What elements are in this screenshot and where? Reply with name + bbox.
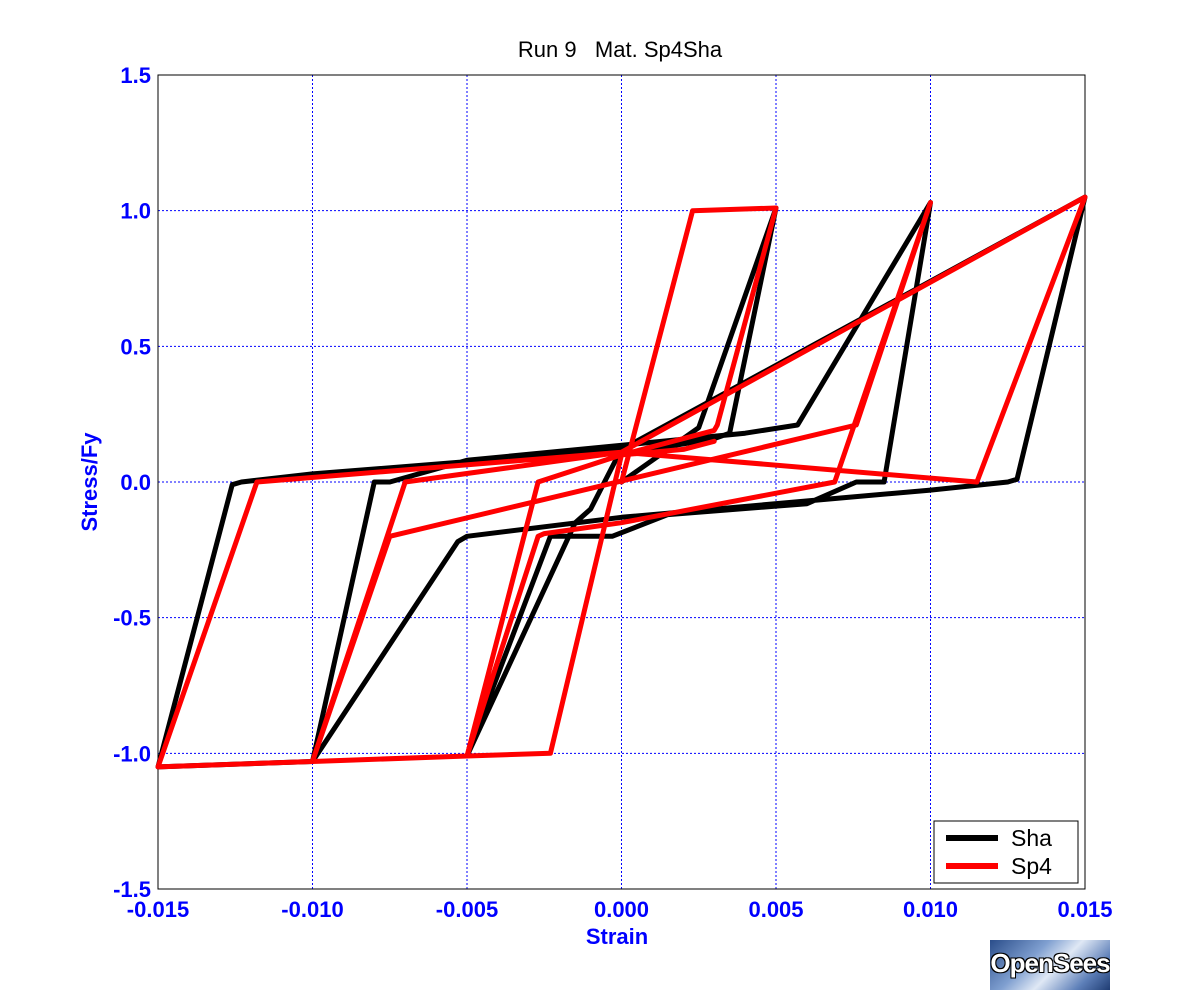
x-tick-label: -0.010 [281, 897, 343, 922]
y-tick-label: 1.5 [120, 63, 151, 88]
y-tick-label: 1.0 [120, 199, 151, 224]
chart-title: Run 9 Mat. Sp4Sha [518, 37, 723, 62]
y-tick-label: 0.5 [120, 334, 151, 359]
x-axis-label: Strain [586, 924, 648, 949]
data-series [155, 194, 1088, 770]
x-tick-label: 0.000 [594, 897, 649, 922]
y-tick-label: -1.0 [113, 741, 151, 766]
x-tick-label: 0.015 [1057, 897, 1112, 922]
logo-text: OpenSees [990, 948, 1110, 978]
x-tick-label: -0.005 [436, 897, 498, 922]
y-tick-label: -0.5 [113, 606, 151, 631]
plot-frame [157, 74, 1086, 890]
x-tick-label: -0.015 [127, 897, 189, 922]
y-axis-label: Stress/Fy [77, 432, 102, 532]
opensees-logo: OpenSees [990, 940, 1110, 990]
legend: Sha Sp4 [933, 820, 1079, 884]
legend-label-sp4: Sp4 [1011, 853, 1052, 879]
legend-box [933, 820, 1079, 884]
legend-label-sha: Sha [1011, 825, 1052, 851]
x-tick-label: 0.005 [748, 897, 803, 922]
tick-marks: -0.015 -0.010 -0.005 0.000 0.005 0.010 0.015 -1… [113, 63, 1112, 922]
y-tick-label: 0.0 [120, 470, 151, 495]
series-line-sp4 [155, 194, 1088, 770]
x-tick-label: 0.010 [903, 897, 958, 922]
y-tick-label: -1.5 [113, 877, 151, 902]
